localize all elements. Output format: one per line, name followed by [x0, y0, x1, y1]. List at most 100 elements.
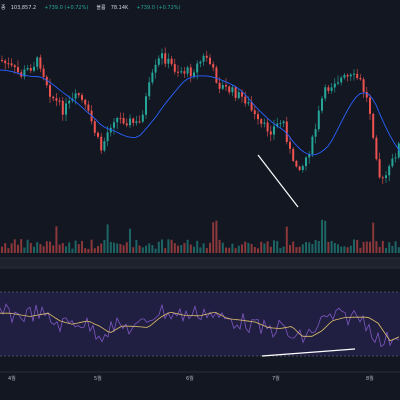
candle-body	[244, 96, 247, 104]
candle-body	[161, 53, 163, 59]
volume-bar	[186, 239, 189, 253]
x-tick-aug: 8월	[366, 375, 374, 382]
candle-body	[13, 65, 16, 68]
volume-bar	[71, 248, 74, 253]
volume-bar	[266, 241, 269, 253]
volume-bar	[103, 240, 106, 253]
volume-bar	[113, 242, 115, 253]
volume-bar	[218, 239, 221, 253]
volume-bar	[209, 242, 211, 253]
volume-bar	[65, 246, 67, 253]
volume-bar	[330, 240, 333, 253]
candle-body	[321, 98, 323, 111]
volume-bar	[84, 248, 87, 253]
volume-bar	[122, 245, 125, 253]
volume-bar	[109, 241, 112, 253]
candle-body	[263, 122, 266, 124]
candle-body	[305, 157, 307, 167]
candle-body	[33, 66, 35, 71]
volume-bar	[231, 243, 234, 253]
candle-body	[257, 114, 259, 120]
candle-body	[138, 121, 141, 123]
legend-price-prefix: 종	[1, 5, 6, 11]
candle-body	[228, 86, 231, 93]
candle-body	[298, 166, 301, 170]
candle-body	[205, 55, 208, 58]
volume-bar	[260, 241, 263, 253]
volume-bar	[161, 239, 163, 253]
x-tick-jun: 6월	[186, 375, 194, 382]
rsi-panel[interactable]	[0, 291, 400, 357]
candle-body	[189, 67, 192, 77]
volume-bar	[145, 245, 147, 253]
candle-body	[103, 141, 106, 151]
rsi-trendline	[261, 348, 356, 357]
candle-body	[250, 102, 253, 111]
volume-bar	[167, 239, 170, 253]
volume-bar	[1, 246, 3, 253]
volume-bar	[125, 242, 128, 253]
x-tick-jul: 7월	[272, 375, 280, 382]
volume-bar	[77, 244, 80, 253]
candle-body	[333, 83, 336, 88]
candle-body	[234, 87, 237, 99]
price-panel[interactable]	[0, 47, 400, 208]
candle-body	[343, 74, 346, 78]
x-tick-apr: 4월	[8, 375, 16, 382]
volume-bar	[13, 239, 16, 253]
candle-body	[308, 153, 311, 158]
candle-body	[221, 84, 224, 89]
candle-body	[42, 68, 45, 77]
volume-bar	[279, 248, 282, 253]
candle-body	[100, 136, 103, 151]
candle-body	[372, 113, 375, 138]
candle-body	[378, 159, 381, 178]
legend-volume: 78.14K	[111, 5, 129, 11]
volume-bar	[141, 247, 144, 253]
volume-bar	[106, 224, 109, 253]
candle-body	[186, 67, 189, 74]
candle-body	[97, 132, 99, 137]
candle-body	[247, 102, 250, 104]
candle-body	[311, 136, 314, 154]
candle-body	[74, 93, 77, 99]
volume-bar	[164, 248, 167, 253]
volume-bar	[308, 242, 311, 253]
volume-bar	[151, 245, 154, 253]
volume-bar	[346, 247, 349, 253]
volume-bar	[93, 248, 96, 253]
candle-body	[193, 72, 195, 77]
volume-bar	[215, 220, 218, 253]
volume-bar	[4, 243, 7, 253]
volume-bar	[39, 244, 42, 253]
candle-body	[362, 79, 365, 92]
volume-bar	[311, 243, 314, 253]
time-axis[interactable]: 4월 5월 6월 7월 8월	[0, 371, 400, 382]
candle-body	[330, 87, 333, 91]
candle-body	[301, 166, 304, 170]
candle-body	[39, 57, 42, 69]
candle-body	[314, 129, 317, 137]
candle-body	[129, 118, 131, 126]
candle-body	[29, 68, 32, 71]
candle-body	[170, 58, 173, 65]
candle-body	[49, 85, 51, 97]
volume-bar	[177, 245, 179, 253]
candle-body	[183, 71, 186, 74]
candle-body	[122, 118, 125, 124]
volume-panel	[1, 219, 400, 253]
candle-body	[23, 69, 26, 77]
candle-body	[317, 110, 320, 130]
candle-body	[285, 121, 288, 142]
candle-body	[157, 58, 160, 65]
x-tick-may: 5월	[94, 375, 102, 382]
volume-bar	[180, 245, 183, 253]
volume-bar	[45, 241, 48, 253]
candle-body	[356, 73, 359, 79]
candle-body	[177, 71, 179, 73]
pane-separator[interactable]	[0, 258, 400, 268]
volume-bar	[372, 222, 375, 253]
candle-body	[295, 160, 298, 167]
